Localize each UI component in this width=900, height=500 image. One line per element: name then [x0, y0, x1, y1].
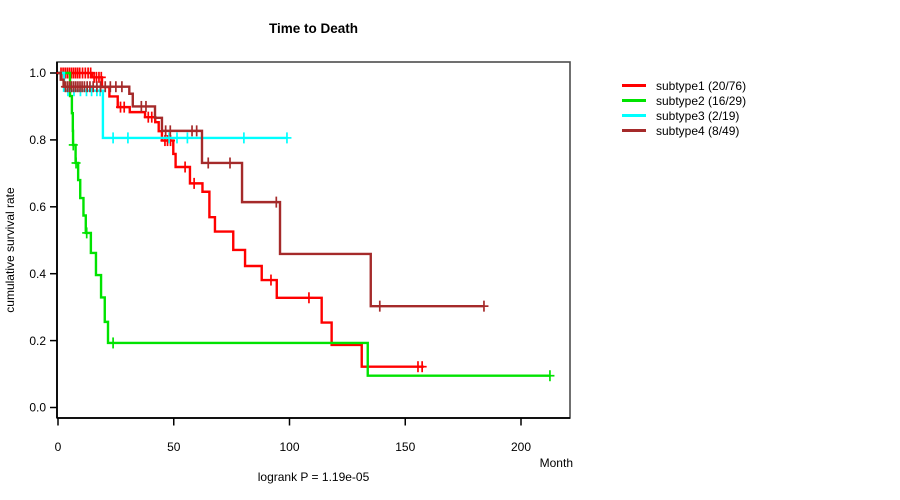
survival-curve-subtype2	[58, 71, 550, 377]
x-axis-label: Month	[539, 456, 573, 470]
legend-label-subtype4: subtype4 (8/49)	[656, 123, 740, 138]
legend-item-subtype3: subtype3 (2/19)	[622, 108, 746, 123]
y-tick-label: 0.2	[29, 334, 46, 348]
x-tick-label: 100	[279, 440, 299, 454]
plot-box	[56, 61, 571, 419]
legend-line-swatch-subtype1	[622, 84, 646, 87]
censor-marks-subtype1	[56, 67, 427, 373]
y-tick-label: 0.4	[29, 267, 46, 281]
legend-line-swatch-subtype2	[622, 99, 646, 102]
legend-label-subtype2: subtype2 (16/29)	[656, 93, 747, 108]
y-tick-label: 1.0	[29, 66, 46, 80]
legend-line-swatch-subtype3	[622, 114, 646, 117]
x-tick-label: 0	[55, 440, 62, 454]
plot-title: Time to Death	[268, 21, 358, 36]
x-axis-ticks: 0 50 100 150 200	[55, 418, 531, 454]
x-tick-label: 200	[511, 440, 531, 454]
legend-label-subtype3: subtype3 (2/19)	[656, 108, 740, 123]
legend-item-subtype2: subtype2 (16/29)	[622, 93, 746, 108]
censor-marks-subtype2	[68, 139, 555, 382]
legend-line-swatch-subtype4	[622, 129, 646, 132]
logrank-annotation: logrank P = 1.19e-05	[257, 470, 370, 484]
x-tick-label: 150	[395, 440, 415, 454]
censor-marks-subtype4	[60, 81, 489, 312]
y-axis-ticks: 1.0 0.8 0.6 0.4 0.2 0.0	[29, 66, 57, 415]
censor-marks-subtype3	[63, 85, 292, 144]
survival-curve-subtype4	[58, 71, 484, 308]
y-tick-label: 0.0	[29, 401, 46, 415]
legend-label-subtype1: subtype1 (20/76)	[656, 78, 747, 93]
x-tick-label: 50	[167, 440, 181, 454]
y-tick-label: 0.8	[29, 133, 46, 147]
legend-item-subtype4: subtype4 (8/49)	[622, 123, 746, 138]
legend-item-subtype1: subtype1 (20/76)	[622, 78, 746, 93]
y-tick-label: 0.6	[29, 200, 46, 214]
survival-curve-subtype1	[58, 71, 424, 368]
legend: subtype1 (20/76) subtype2 (16/29) subtyp…	[622, 78, 746, 138]
